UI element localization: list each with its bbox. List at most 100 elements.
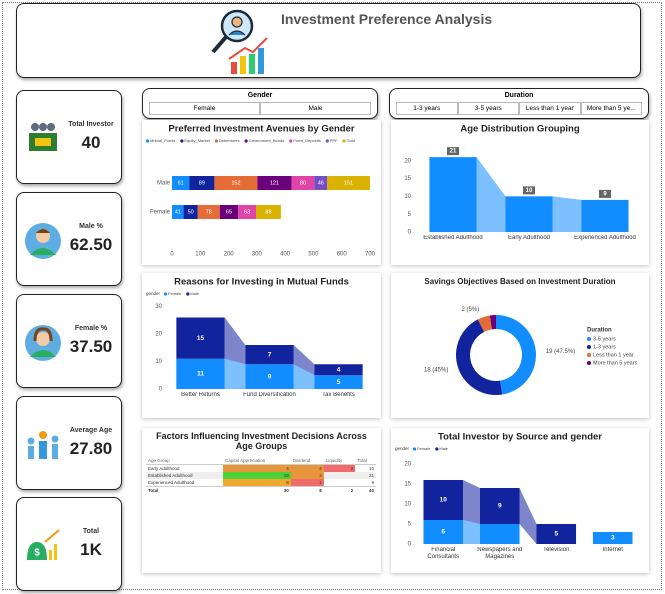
y-tick-label: 5	[408, 522, 412, 528]
slicer-option[interactable]: More than 5 ye...	[580, 102, 642, 115]
legend-label: Equity_Market	[184, 138, 210, 143]
kpi-icon	[27, 431, 59, 459]
data-label: 9	[268, 373, 272, 380]
chart-title: Savings Objectives Based on Investment D…	[424, 277, 615, 286]
kpi-card: Average Age 27.80	[16, 396, 122, 490]
bar-segment	[592, 532, 633, 544]
legend-dot	[244, 139, 248, 143]
slicer-option[interactable]: 3-5 years	[457, 102, 519, 115]
bar-segment	[172, 205, 184, 219]
kpi-card: Total Investor 40	[16, 90, 122, 184]
bar	[581, 199, 629, 232]
data-label: 10	[440, 497, 448, 504]
slicer-option[interactable]: Less than 1 year	[519, 102, 581, 115]
table-cell	[324, 472, 355, 479]
table-cell: 18	[223, 472, 291, 479]
bar-segment	[256, 205, 281, 219]
chart: Total Investor by Source and gender gende…	[395, 432, 633, 560]
legend-dot	[342, 139, 346, 143]
legend-dot	[412, 447, 417, 451]
table-cell: 21	[368, 473, 374, 478]
table-row: Early Adulthood 4 4 2 10	[146, 464, 376, 472]
chart-card: Savings Objectives Based on Investment D…	[391, 273, 649, 418]
icon-part	[28, 446, 34, 459]
slicer-option[interactable]: Female	[149, 102, 260, 115]
kpi-label: Total Investor	[68, 121, 114, 128]
legend-label: PPF	[330, 138, 338, 143]
x-tick-label: 700	[365, 252, 376, 258]
y-tick-label: 5	[408, 212, 412, 218]
total-cell: Total	[146, 486, 224, 494]
icon-part	[27, 437, 35, 445]
y-tick-label: 15	[404, 176, 411, 182]
icon-part	[31, 123, 39, 131]
kpi-value: 62.50	[69, 235, 113, 254]
slicer-option[interactable]: 1-3 years	[396, 102, 458, 115]
icon-part	[54, 544, 57, 560]
y-tick-label: 20	[155, 332, 162, 338]
chart: Reasons for Investing in Mutual Funds gen…	[146, 277, 363, 398]
data-label: 6	[441, 529, 445, 536]
y-tick-label: 10	[155, 359, 162, 365]
bar	[429, 157, 477, 232]
data-label: 2 (5%)	[461, 307, 479, 313]
ribbon	[476, 157, 506, 232]
slicer-option[interactable]: Male	[260, 102, 371, 115]
header-title: Investment Preference Analysis	[281, 11, 493, 27]
bar-segment	[314, 364, 363, 376]
table-cell: Experienced Adulthood	[148, 480, 195, 485]
x-tick-label: Tax Benefits	[322, 392, 355, 398]
chart: Age Distribution Grouping 0 5 10 15 20 21 Estab…	[404, 124, 636, 241]
kpi-value: 37.50	[69, 337, 113, 356]
y-tick-label: 10	[404, 502, 411, 508]
data-label: 80	[300, 180, 306, 186]
label-box: Television	[543, 547, 570, 553]
label-box: Financial Consultants	[427, 547, 459, 560]
data-label: 9	[603, 191, 607, 197]
y-tick-label: 0	[159, 387, 163, 393]
donut-slice	[456, 319, 503, 395]
chart-card: Age Distribution Grouping 0 5 10 15 20 21 Estab…	[391, 120, 649, 265]
table-cell: Established Adulthood	[148, 473, 193, 478]
total-cell: 2	[323, 486, 356, 494]
table-cell	[324, 479, 355, 487]
icon-part	[30, 350, 56, 357]
legend-title: gender	[395, 446, 410, 451]
bar-segment	[536, 524, 577, 544]
label-bg	[523, 186, 535, 195]
x-tick-label: 0	[170, 252, 174, 258]
kpi-card: Female % 37.50	[16, 294, 122, 388]
legend-title: gender	[146, 291, 161, 296]
donut-slice	[477, 315, 492, 332]
bar-segment	[327, 176, 370, 190]
label-box: Experienced Adulthood	[574, 235, 636, 241]
table-card: Factors Influencing Investment Decisions…	[142, 428, 381, 573]
data-label: 15	[197, 335, 205, 342]
total-cell: 8	[290, 486, 324, 494]
data-label: 121	[270, 180, 279, 186]
factor-table: Age Group Capital Appreciation Dividend Liq…	[146, 457, 376, 494]
table-cell: 4	[290, 464, 324, 472]
table-row: Experienced Adulthood 8 1 9	[146, 479, 376, 487]
total-cell: 30	[223, 486, 291, 494]
header-icon	[211, 9, 268, 74]
table-cell: 3	[290, 472, 324, 479]
x-tick-label: Television	[543, 547, 570, 553]
label-box: Better Returns	[181, 392, 220, 398]
chart-title: Age Distribution Grouping	[460, 124, 579, 135]
data-label: 11	[197, 371, 204, 378]
icon-part	[27, 542, 47, 560]
ribbon	[552, 196, 582, 232]
bar-segment	[238, 205, 257, 219]
label-box: Newspapers and Magazines	[477, 547, 522, 560]
legend-label: Less than 1 year	[593, 352, 634, 358]
legend-label: 1-3 years	[593, 344, 616, 350]
kpi-label: Total	[82, 528, 100, 535]
kpi-card: $ Total 1K	[16, 497, 122, 591]
bar-segment	[257, 176, 292, 190]
x-tick-label: Early Adulthood	[507, 235, 551, 241]
legend-label: Male	[439, 446, 448, 451]
y-tick-label: 0	[408, 230, 412, 236]
x-tick-label: 400	[280, 252, 291, 258]
bar-segment	[291, 176, 315, 190]
